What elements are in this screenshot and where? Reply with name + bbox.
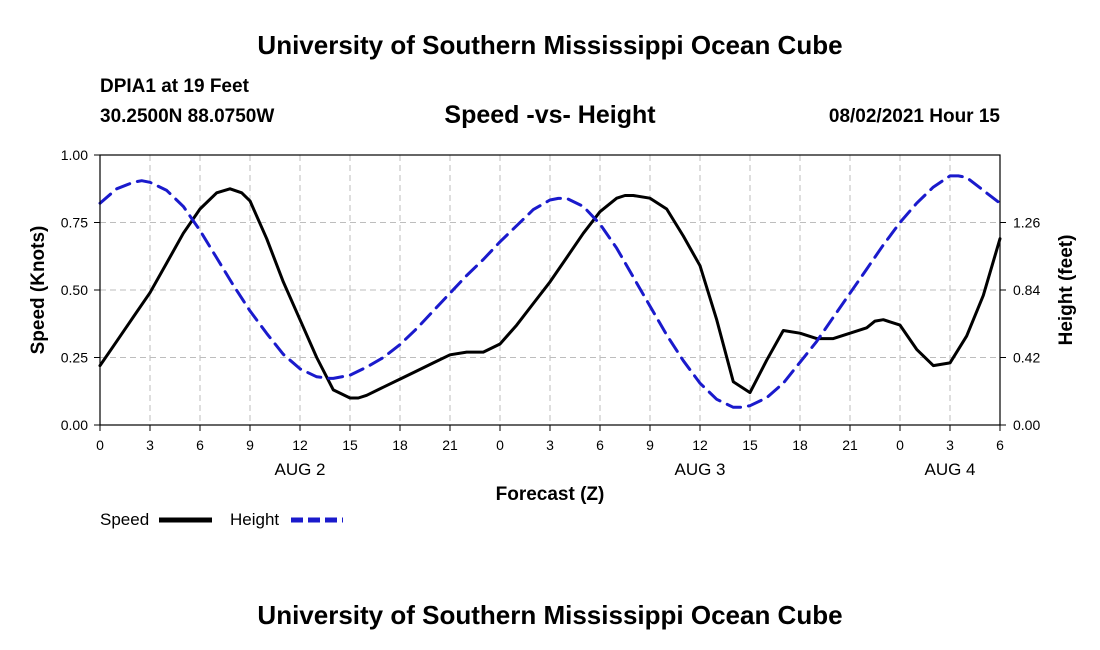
series-line-height: [98, 174, 1002, 409]
y-axis-label: Speed (Knots): [28, 226, 49, 355]
x-tick-label: 18: [792, 437, 808, 453]
date-label: AUG 3: [674, 460, 725, 479]
y2-tick-label: 1.26: [1013, 215, 1040, 231]
y-tick-label: 1.00: [61, 147, 88, 163]
y-tick-label: 0.00: [61, 417, 88, 433]
series-layer: [98, 174, 1002, 409]
x-tick-label: 9: [246, 437, 254, 453]
chart-title: Speed -vs- Height: [444, 101, 656, 129]
x-tick-label: 6: [996, 437, 1004, 453]
y-tick-label: 0.75: [61, 215, 88, 231]
coordinates-label: 30.2500N 88.0750W: [100, 106, 275, 127]
legend-label-height: Height: [230, 510, 279, 529]
x-tick-label: 0: [496, 437, 504, 453]
legend: Speed Height: [100, 510, 343, 529]
y2-tick-label: 0.00: [1013, 417, 1040, 433]
label-layer: Forecast (Z) Speed (Knots) Height (feet): [28, 226, 1077, 505]
date-label: AUG 2: [274, 460, 325, 479]
series-line-speed: [98, 187, 1002, 400]
datetime-label: 08/02/2021 Hour 15: [828, 106, 1000, 127]
x-tick-label: 3: [546, 437, 554, 453]
x-tick-label: 0: [896, 437, 904, 453]
x-tick-label: 15: [342, 437, 358, 453]
axis-layer: 0 3 6 9 12 15 18 21 0 3 6 9 12 15 18 21 0 3 6 AUG 2 AUG 3 AUG…: [61, 147, 1041, 479]
y2-tick-label: 0.42: [1013, 350, 1040, 366]
x-tick-label: 0: [96, 437, 104, 453]
bottom-title: University of Southern Mississippi Ocean…: [257, 600, 843, 630]
x-tick-label: 15: [742, 437, 758, 453]
x-tick-label: 12: [292, 437, 308, 453]
date-label: AUG 4: [924, 460, 975, 479]
x-tick-label: 9: [646, 437, 654, 453]
station-label: DPIA1 at 19 Feet: [100, 76, 249, 97]
x-tick-label: 3: [146, 437, 154, 453]
x-axis-label: Forecast (Z): [496, 484, 605, 505]
x-tick-label: 6: [596, 437, 604, 453]
x-tick-label: 12: [692, 437, 708, 453]
y-tick-label: 0.50: [61, 282, 88, 298]
grid-layer: [100, 155, 1000, 425]
x-tick-label: 21: [842, 437, 858, 453]
top-title: University of Southern Mississippi Ocean…: [257, 30, 843, 60]
x-tick-label: 18: [392, 437, 408, 453]
x-tick-label: 3: [946, 437, 954, 453]
x-tick-label: 6: [196, 437, 204, 453]
x-tick-label: 21: [442, 437, 458, 453]
legend-label-speed: Speed: [100, 510, 149, 529]
y-tick-label: 0.25: [61, 350, 88, 366]
y2-tick-label: 0.84: [1013, 282, 1040, 298]
y2-axis-label: Height (feet): [1056, 235, 1077, 346]
